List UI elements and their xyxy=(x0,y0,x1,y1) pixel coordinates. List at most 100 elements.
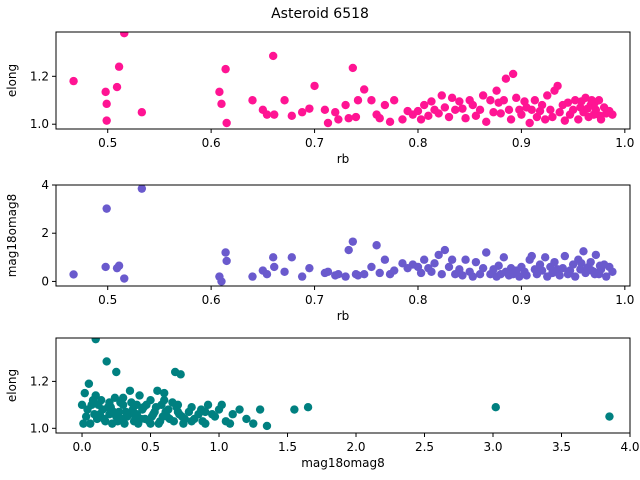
data-point xyxy=(587,96,596,105)
x-tick-label: 4.0 xyxy=(620,440,639,454)
data-point xyxy=(118,393,128,403)
axes-frame xyxy=(55,31,631,130)
y-axis-label: mag18omag8 xyxy=(5,194,19,278)
data-point xyxy=(341,272,350,281)
x-tick-label: 0.5 xyxy=(98,136,117,150)
data-point xyxy=(455,97,464,106)
x-tick-label: 3.0 xyxy=(483,440,502,454)
data-point xyxy=(270,110,279,119)
data-point xyxy=(177,412,187,421)
data-point xyxy=(262,421,272,431)
data-point xyxy=(416,115,426,124)
data-point xyxy=(151,403,161,412)
data-point xyxy=(375,114,384,123)
data-point xyxy=(287,253,297,262)
data-point xyxy=(522,271,531,280)
data-point xyxy=(574,115,583,124)
data-point xyxy=(360,85,369,94)
data-point xyxy=(427,267,436,276)
data-point xyxy=(471,111,481,121)
data-point xyxy=(558,263,567,273)
data-point xyxy=(380,255,390,264)
data-point xyxy=(217,99,226,109)
data-point xyxy=(77,400,87,410)
data-point xyxy=(105,398,114,407)
data-point xyxy=(147,412,157,421)
data-point xyxy=(146,419,155,428)
data-point xyxy=(176,370,185,379)
points-group xyxy=(69,32,617,128)
data-point xyxy=(478,263,488,273)
data-point xyxy=(482,117,491,127)
data-point xyxy=(110,393,120,403)
data-point xyxy=(537,266,547,275)
data-point xyxy=(419,100,429,110)
data-point xyxy=(242,414,251,424)
data-point xyxy=(482,248,491,257)
y-tick-label: 1.0 xyxy=(30,421,49,435)
scatter-panel-mag18omag8-vs-elong: 0.0 0.5 1.0 1.5 2.0 2.5 3.0 3.5 4.0 1.0 1.2 mag18om… xyxy=(5,337,640,470)
data-point xyxy=(215,87,224,97)
data-point xyxy=(568,105,578,115)
data-point xyxy=(142,400,151,410)
data-point xyxy=(540,253,550,262)
data-point xyxy=(579,247,588,256)
data-point xyxy=(113,417,122,426)
data-point xyxy=(577,259,586,268)
y-tick-label: 1.2 xyxy=(30,69,49,83)
data-point xyxy=(444,112,454,122)
data-point xyxy=(136,414,146,424)
data-point xyxy=(608,267,617,276)
data-point xyxy=(125,386,135,395)
data-point xyxy=(419,255,429,264)
data-point xyxy=(389,96,399,105)
data-point xyxy=(331,108,340,117)
data-point xyxy=(543,91,552,100)
data-point xyxy=(135,391,144,400)
data-point xyxy=(506,115,516,124)
x-axis-label: mag18omag8 xyxy=(301,456,385,470)
data-point xyxy=(120,32,129,38)
data-point xyxy=(537,100,547,110)
data-point xyxy=(461,114,470,123)
scatter-panel-rb-vs-mag18omag8: 0.5 0.6 0.7 0.8 0.9 1.0 0 2 4 rb mag18omag8 xyxy=(5,178,634,323)
data-point xyxy=(583,104,592,113)
data-point xyxy=(501,74,511,83)
x-tick-label: 0.7 xyxy=(305,293,324,307)
data-point xyxy=(323,118,333,128)
data-point xyxy=(424,111,433,121)
data-point xyxy=(297,272,307,281)
data-point xyxy=(80,388,89,398)
data-point xyxy=(248,272,257,281)
data-point xyxy=(86,419,95,428)
x-tick-label: 0.6 xyxy=(202,136,221,150)
data-point xyxy=(427,97,436,106)
data-point xyxy=(112,82,122,92)
data-point xyxy=(305,104,314,113)
data-point xyxy=(555,271,564,280)
data-point xyxy=(367,262,376,272)
data-point xyxy=(570,272,580,281)
data-point xyxy=(123,412,132,421)
data-point xyxy=(471,257,481,267)
data-point xyxy=(591,250,601,260)
data-point xyxy=(303,403,313,412)
data-point xyxy=(201,407,210,417)
data-point xyxy=(79,419,88,428)
data-point xyxy=(461,255,470,264)
points-group xyxy=(69,185,617,286)
data-point xyxy=(348,237,358,246)
data-point xyxy=(310,81,319,91)
data-point xyxy=(228,410,237,419)
data-point xyxy=(451,105,460,115)
data-point xyxy=(97,395,106,405)
x-tick-label: 0.9 xyxy=(512,293,531,307)
data-point xyxy=(553,81,562,91)
data-point xyxy=(508,69,518,79)
data-point xyxy=(161,407,170,417)
data-point xyxy=(120,274,129,283)
x-tick-label: 0.5 xyxy=(141,440,160,454)
data-point xyxy=(334,269,343,279)
figure-title: Asteroid 6518 xyxy=(271,6,369,22)
